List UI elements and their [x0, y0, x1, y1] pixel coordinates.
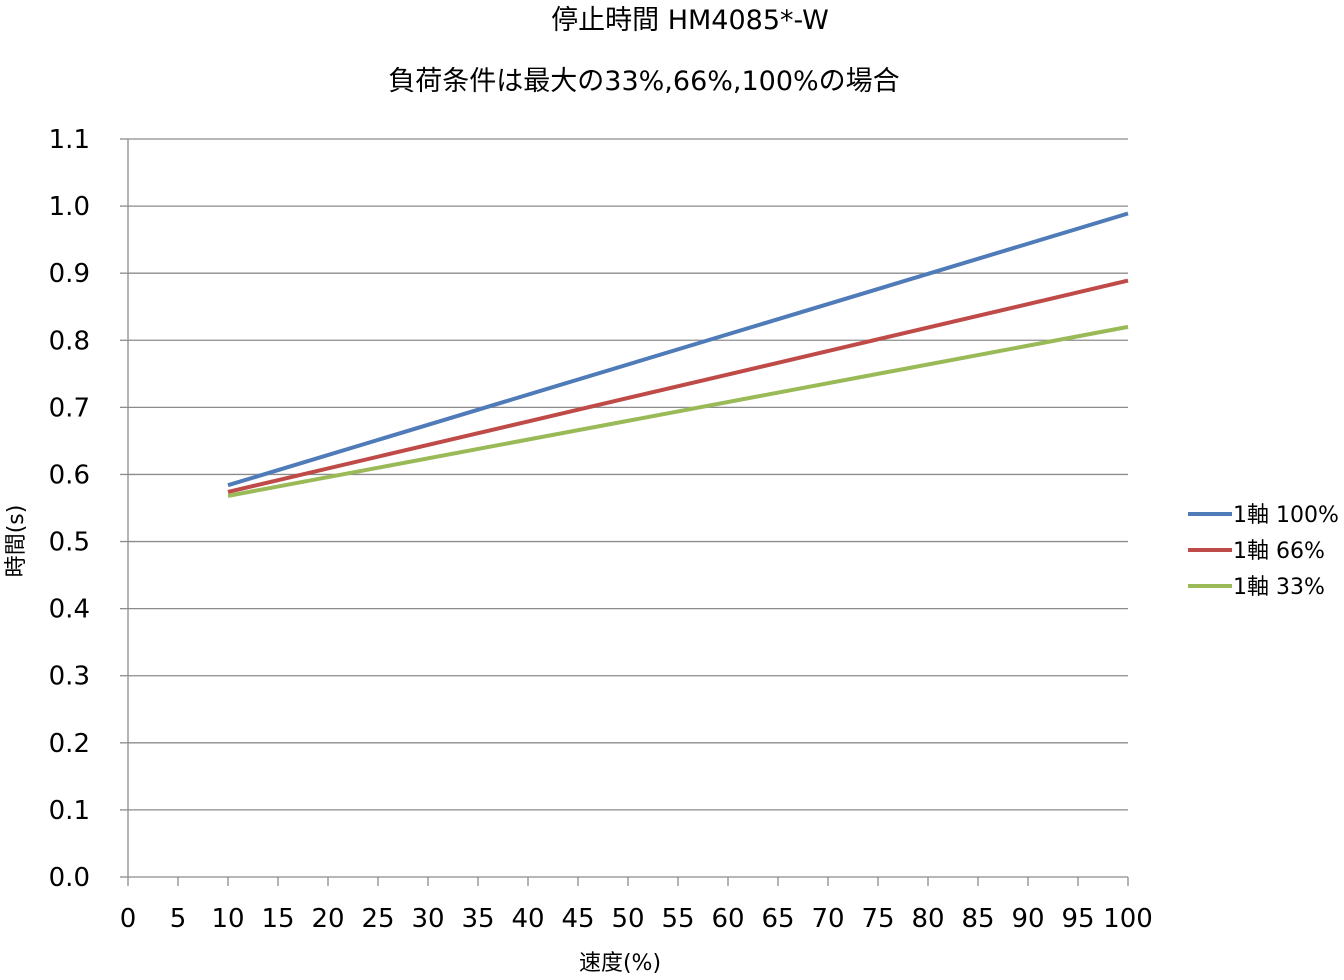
- x-tick-label: 30: [411, 904, 444, 934]
- x-tick-label: 20: [311, 904, 344, 934]
- series-line: [227, 211, 1129, 488]
- x-axis-label: 速度(%): [579, 951, 661, 976]
- x-axis-tick-labels: 0 5 10 15 20 25 30 35 40 45 50 55 60 65 70 75 80 85 90 95 10…: [120, 904, 1153, 934]
- x-tick-label: 35: [461, 904, 494, 934]
- x-tick-label: 5: [170, 904, 187, 934]
- gridlines: [128, 138, 1128, 811]
- y-tick-label: 0.4: [49, 595, 90, 625]
- series-lines: [227, 211, 1129, 498]
- y-axis-tick-labels: 0.0 0.1 0.2 0.3 0.4 0.5 0.6 0.7 0.8 0.9 1.0 1.1: [49, 125, 90, 893]
- x-tick-label: 0: [120, 904, 137, 934]
- x-tick-label: 60: [711, 904, 744, 934]
- y-tick-label: 0.2: [49, 729, 90, 759]
- x-tick-label: 65: [761, 904, 794, 934]
- legend: 1軸 100% 1軸 66% 1軸 33%: [1188, 503, 1339, 600]
- x-tick-label: 10: [211, 904, 244, 934]
- y-tick-label: 0.1: [49, 796, 90, 826]
- y-tick-label: 1.1: [49, 125, 90, 155]
- legend-label: 1軸 33%: [1233, 575, 1325, 600]
- y-axis-label: 時間(s): [4, 505, 29, 578]
- y-tick-label: 0.6: [49, 460, 90, 490]
- axes: [120, 138, 1129, 886]
- y-tick-label: 0.9: [49, 259, 90, 289]
- legend-label: 1軸 66%: [1233, 539, 1325, 564]
- series-line: [227, 278, 1129, 494]
- legend-label: 1軸 100%: [1233, 503, 1339, 528]
- x-tick-label: 55: [661, 904, 694, 934]
- x-tick-label: 25: [361, 904, 394, 934]
- chart-title: 停止時間 HM4085*-W: [551, 5, 829, 36]
- x-tick-label: 15: [261, 904, 294, 934]
- y-tick-label: 0.0: [49, 863, 90, 893]
- x-tick-label: 45: [561, 904, 594, 934]
- y-tick-label: 0.3: [49, 662, 90, 692]
- series-line: [227, 324, 1129, 498]
- x-tick-label: 70: [811, 904, 844, 934]
- x-tick-label: 95: [1061, 904, 1094, 934]
- y-tick-label: 1.0: [49, 192, 90, 222]
- y-tick-label: 0.7: [49, 393, 90, 423]
- x-tick-label: 100: [1103, 904, 1153, 934]
- y-tick-label: 0.8: [49, 326, 90, 356]
- x-tick-label: 80: [911, 904, 944, 934]
- x-tick-label: 50: [611, 904, 644, 934]
- x-tick-label: 90: [1011, 904, 1044, 934]
- x-tick-label: 85: [961, 904, 994, 934]
- y-tick-label: 0.5: [49, 528, 90, 558]
- x-tick-label: 40: [511, 904, 544, 934]
- x-tick-label: 75: [861, 904, 894, 934]
- chart-subtitle: 負荷条件は最大の33%,66%,100%の場合: [388, 66, 899, 97]
